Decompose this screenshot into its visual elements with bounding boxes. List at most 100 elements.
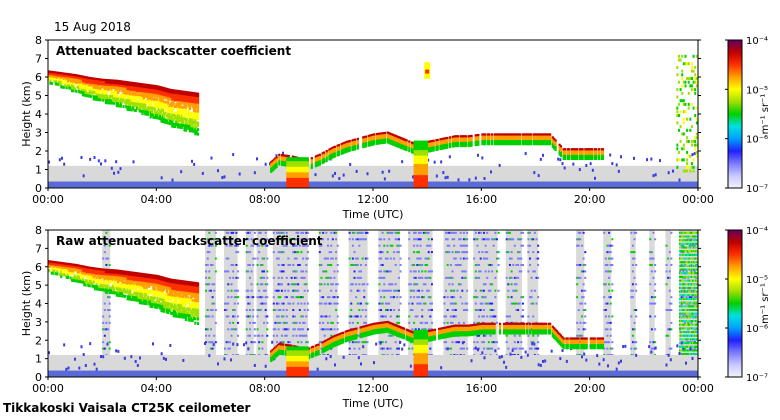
cloud-cell [344, 143, 347, 147]
noise-speck [495, 341, 498, 344]
cloud-cell [80, 75, 83, 79]
noise-speck [696, 347, 698, 350]
precip-cell [294, 168, 297, 173]
noise-speck [487, 347, 490, 350]
precip-cell [293, 171, 296, 176]
cloud-cell [65, 86, 68, 90]
precip-cell [297, 179, 300, 184]
precip-cell [425, 157, 429, 162]
precip-cell [424, 176, 427, 181]
noise-speck [419, 257, 422, 260]
cloud-cell [114, 90, 117, 94]
precip-cell [417, 179, 420, 184]
noise-speck [289, 302, 292, 305]
cloud-cell [125, 105, 128, 109]
noise-speck [282, 263, 285, 266]
cloud-cell [110, 94, 113, 98]
noise-speck [247, 270, 250, 273]
cloud-cell [469, 143, 472, 147]
noise-speck [230, 231, 233, 234]
cloud-cell [345, 140, 349, 144]
noise-speck [284, 238, 287, 241]
cloud-cell [574, 157, 577, 161]
noise-speck [508, 276, 511, 279]
noise-speck [266, 296, 269, 299]
noise-speck [454, 257, 457, 260]
precip-cell [303, 182, 307, 187]
noise-speck [205, 289, 208, 292]
cloud-cell [115, 86, 118, 90]
noise-speck [422, 283, 425, 286]
heatmap-area [48, 230, 698, 377]
noise-speck [264, 244, 267, 247]
noise-speck [635, 341, 638, 344]
precip-cell [419, 168, 422, 173]
noise-speck [256, 309, 259, 312]
cloud-cell [182, 92, 185, 96]
cloud-cell [387, 136, 391, 140]
precip-cell [291, 185, 294, 188]
precip-cell [301, 176, 304, 181]
noise-speck [298, 334, 301, 337]
precip-cell [291, 179, 294, 184]
cloud-cell [463, 139, 466, 143]
cloud-cell [149, 84, 152, 88]
cloud-cell [496, 140, 499, 144]
cloud-cell [173, 125, 177, 129]
noise-speck [248, 302, 251, 305]
late-echo [682, 80, 685, 84]
noise-speck [510, 257, 513, 260]
cloud-cell [270, 167, 273, 171]
cloud-cell [156, 89, 159, 93]
cloud-cell [427, 140, 430, 144]
noise-speck [384, 309, 387, 312]
aerosol-speck [275, 154, 278, 158]
cloud-cell [190, 98, 193, 102]
noise-speck [328, 296, 331, 299]
cloud-cell [72, 76, 75, 79]
noise-speck [424, 263, 427, 266]
cloud-cell [131, 81, 135, 85]
cloud-cell [191, 91, 194, 95]
cloud-cell [394, 143, 397, 147]
cloud-cell [184, 124, 187, 128]
noise-speck [408, 283, 411, 286]
cloud-cell [173, 105, 177, 109]
noise-speck [513, 302, 516, 305]
noise-speck [409, 296, 412, 299]
cloud-cell [443, 141, 446, 145]
noise-speck [668, 251, 671, 254]
noise-speck [517, 309, 520, 312]
cloud-cell [123, 83, 127, 87]
noise-speck [303, 283, 306, 286]
noise-speck [295, 257, 298, 260]
noise-speck [399, 257, 402, 260]
noise-speck [366, 302, 369, 305]
late-echo [692, 165, 695, 169]
cloud-cell [601, 154, 605, 158]
cloud-cell [91, 90, 94, 94]
noise-speck [391, 296, 394, 299]
noise-speck [413, 276, 416, 279]
noise-speck [408, 347, 411, 350]
precip-cell [298, 160, 301, 165]
cloud-cell [54, 82, 57, 86]
noise-speck [520, 257, 523, 260]
precip-cell [419, 165, 422, 170]
noise-speck [464, 270, 467, 273]
noise-speck [681, 323, 684, 326]
cloud-cell [451, 135, 454, 139]
noise-speck [105, 328, 108, 331]
noise-speck [266, 334, 269, 337]
noise-speck [391, 283, 394, 286]
cloud-cell [172, 124, 175, 128]
precip-cell [419, 173, 422, 178]
cloud-cell [68, 77, 71, 81]
late-echo [684, 102, 687, 106]
late-echo [679, 88, 682, 92]
cloud-cell [146, 112, 150, 116]
cloud-cell [191, 120, 194, 124]
cloud-cell [396, 137, 399, 141]
noise-speck [513, 244, 516, 247]
late-echo [686, 117, 689, 121]
